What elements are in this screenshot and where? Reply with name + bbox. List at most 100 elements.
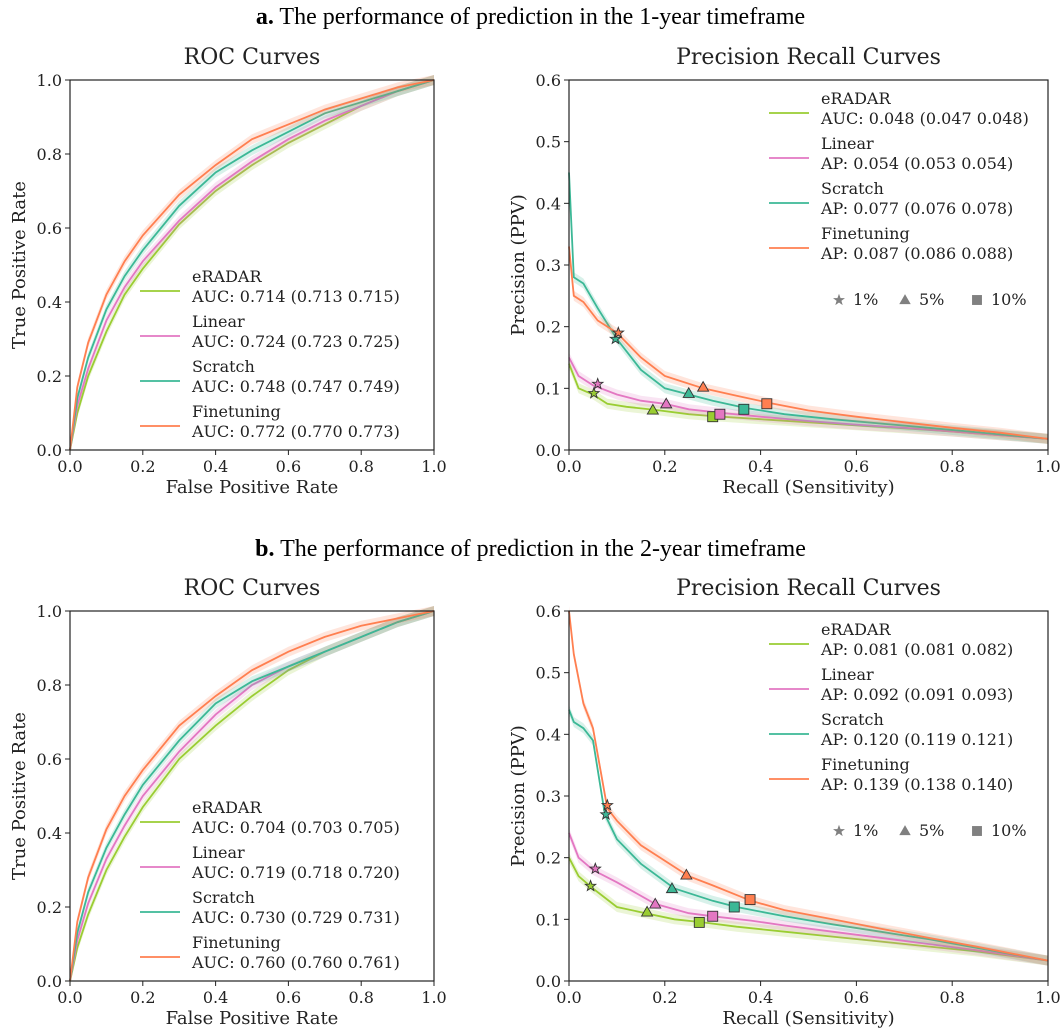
x-tick-label: 0.6 <box>276 457 301 476</box>
legend-metric: AUC: 0.760 (0.760 0.761) <box>191 953 400 972</box>
marker-star-finetuning <box>611 325 625 339</box>
y-tick-label: 0.4 <box>37 824 62 843</box>
marker-star-finetuning <box>600 798 614 811</box>
x-tick-label: 0.8 <box>348 988 373 1007</box>
x-tick-label: 0.6 <box>844 988 869 1007</box>
legend-metric: AUC: 0.719 (0.718 0.720) <box>191 863 400 882</box>
legend-metric: AUC: 0.730 (0.729 0.731) <box>191 908 400 927</box>
series-line-finetuning <box>568 610 1049 962</box>
legend-metric: AP: 0.081 (0.081 0.082) <box>820 640 1013 659</box>
y-tick-label: 0.1 <box>536 910 561 929</box>
pr-legend: eRADAR AP: 0.081 (0.081 0.082) Linear AP:… <box>769 620 1027 840</box>
series-line-eradar <box>568 857 1049 962</box>
legend-series-name: Finetuning <box>192 933 281 952</box>
y-axis-label: True Positive Rate <box>9 712 30 880</box>
y-tick-label: 0.4 <box>536 194 561 213</box>
y-tick-label: 0.0 <box>37 972 62 991</box>
legend-metric: AP: 0.077 (0.076 0.078) <box>820 199 1013 218</box>
legend-series-name: eRADAR <box>821 89 891 108</box>
y-axis-label: True Positive Rate <box>9 181 30 349</box>
y-tick-label: 1.0 <box>37 71 62 90</box>
x-tick-label: 0.8 <box>939 988 964 1007</box>
legend-metric: AUC: 0.748 (0.747 0.749) <box>191 377 400 396</box>
legend-metric: AP: 0.054 (0.053 0.054) <box>820 154 1013 173</box>
x-tick-label: 0.4 <box>748 988 773 1007</box>
legend-marker-label: 5% <box>919 290 944 309</box>
legend-marker-square-icon <box>972 295 982 305</box>
legend-metric: AUC: 0.704 (0.703 0.705) <box>191 818 400 837</box>
marker-square-eradar <box>693 916 705 928</box>
marker-triangle-linear <box>659 397 673 409</box>
legend-metric: AUC: 0.714 (0.713 0.715) <box>191 287 400 306</box>
marker-triangle-eradar <box>640 905 654 917</box>
legend-marker-triangle-icon <box>899 294 911 305</box>
legend-marker-label: 10% <box>991 290 1027 309</box>
x-tick-label: 0.0 <box>556 457 581 476</box>
y-tick-label: 1.0 <box>37 602 62 621</box>
y-tick-label: 0.3 <box>536 256 561 275</box>
legend-series-name: Scratch <box>821 710 884 729</box>
x-tick-label: 0.4 <box>748 457 773 476</box>
legend-series-name: Linear <box>192 843 245 862</box>
series-line-finetuning <box>568 246 1049 440</box>
marker-square-scratch <box>738 403 750 415</box>
x-tick-label: 0.0 <box>57 457 82 476</box>
marker-triangle-eradar <box>646 403 660 415</box>
x-tick-label: 0.6 <box>844 457 869 476</box>
y-tick-label: 0.0 <box>536 441 561 460</box>
y-tick-label: 0.6 <box>37 219 62 238</box>
x-tick-label: 1.0 <box>421 457 446 476</box>
x-tick-label: 0.4 <box>203 457 228 476</box>
marker-star-scratch <box>599 807 613 820</box>
x-tick-label: 0.8 <box>939 457 964 476</box>
marker-triangle-linear <box>648 897 662 909</box>
y-tick-label: 0.0 <box>536 972 561 991</box>
panel-a-heading: a. The performance of prediction in the … <box>0 4 1061 31</box>
series-line-linear <box>568 832 1049 962</box>
y-tick-label: 0.2 <box>37 367 62 386</box>
pr-legend: eRADAR AUC: 0.048 (0.047 0.048) Linear AP… <box>769 89 1029 309</box>
x-tick-label: 0.0 <box>556 988 581 1007</box>
y-tick-label: 0.6 <box>536 71 561 90</box>
x-axis-label: False Positive Rate <box>166 477 339 498</box>
legend-marker-triangle-icon <box>899 825 911 836</box>
marker-square-finetuning <box>744 894 756 906</box>
panel-b-title: The performance of prediction in the 2-y… <box>280 536 806 562</box>
legend-marker-label: 1% <box>853 290 878 309</box>
series-band-finetuning <box>70 75 434 455</box>
x-tick-label: 1.0 <box>1035 457 1060 476</box>
roc-chart-b: ROC Curves 0.0 0.2 0.4 0.6 0.8 1.0 0.0 0.2 0.4 0.6… <box>9 576 447 1029</box>
y-tick-label: 0.2 <box>536 318 561 337</box>
marker-triangle-finetuning <box>680 868 693 880</box>
x-tick-label: 0.4 <box>203 988 228 1007</box>
y-tick-label: 0.5 <box>536 664 561 683</box>
pr-chart-title: Precision Recall Curves <box>676 45 941 70</box>
y-tick-label: 0.8 <box>37 676 62 695</box>
series-line-linear <box>69 79 435 451</box>
legend-series-name: Finetuning <box>821 224 910 243</box>
legend-series-name: eRADAR <box>192 798 262 817</box>
series-line-scratch <box>568 172 1049 440</box>
marker-triangle-scratch <box>682 386 696 398</box>
legend-series-name: Linear <box>192 312 245 331</box>
x-tick-label: 0.8 <box>348 457 373 476</box>
y-tick-label: 0.4 <box>37 293 62 312</box>
series-line-scratch <box>69 79 435 451</box>
legend-marker-label: 10% <box>991 821 1027 840</box>
legend-metric: AP: 0.092 (0.091 0.093) <box>820 685 1013 704</box>
legend-series-name: Scratch <box>192 357 255 376</box>
marker-square-linear <box>707 910 719 922</box>
legend-series-name: Scratch <box>821 179 884 198</box>
x-tick-label: 0.6 <box>276 988 301 1007</box>
y-tick-label: 0.3 <box>536 787 561 806</box>
legend-metric: AUC: 0.048 (0.047 0.048) <box>820 109 1029 128</box>
marker-square-scratch <box>728 901 740 913</box>
legend-marker-square-icon <box>972 826 982 836</box>
y-tick-label: 0.6 <box>37 750 62 769</box>
series-band-linear <box>70 75 434 455</box>
series-line-finetuning <box>69 610 435 982</box>
y-tick-label: 0.2 <box>536 849 561 868</box>
roc-chart-a: ROC Curves 0.0 0.2 0.4 0.6 0.8 1.0 0.0 0.2 0.4 0.6… <box>9 45 447 498</box>
panel-b-letter: b. <box>255 536 275 562</box>
x-tick-label: 1.0 <box>1035 988 1060 1007</box>
